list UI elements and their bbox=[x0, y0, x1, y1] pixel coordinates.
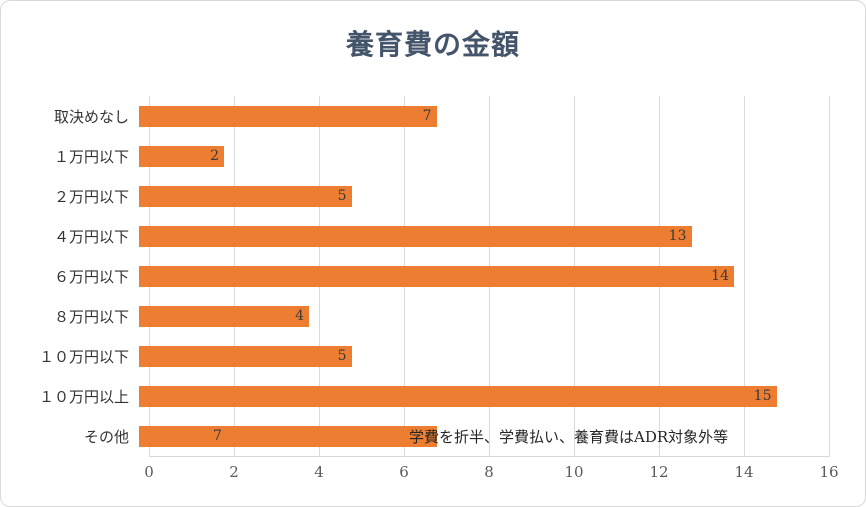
value-label: 7 bbox=[422, 107, 432, 124]
chart-row: ４万円以下 13 bbox=[1, 216, 829, 256]
bar-track: 15 bbox=[139, 385, 819, 407]
bar-track: 4 bbox=[139, 305, 819, 327]
category-label: １０万円以下 bbox=[38, 347, 129, 366]
value-label: 2 bbox=[210, 147, 219, 164]
category-label: その他 bbox=[83, 427, 129, 446]
category-label: １万円以下 bbox=[53, 147, 129, 166]
gridline bbox=[829, 96, 830, 456]
category-label: １０万円以上 bbox=[38, 387, 129, 406]
chart-row: 取決めなし 7 bbox=[1, 96, 829, 136]
category-label: ６万円以下 bbox=[53, 267, 129, 286]
bars-area: 取決めなし 7 １万円以下 2 ２万円以下 5 ４万円以下 13 ６万円以下 14 ８万円以下 4 １０… bbox=[1, 96, 829, 456]
chart-row: ６万円以下 14 bbox=[1, 256, 829, 296]
bar-track: 2 bbox=[139, 145, 819, 167]
x-axis-line bbox=[149, 456, 830, 457]
x-tick-label: 6 bbox=[399, 463, 409, 481]
bar: 7 bbox=[139, 425, 437, 447]
bar-track: 5 bbox=[139, 185, 819, 207]
value-label: 13 bbox=[668, 227, 687, 244]
chart-row: １０万円以上 15 bbox=[1, 376, 829, 416]
category-label: 取決めなし bbox=[53, 107, 129, 126]
gridline bbox=[744, 96, 745, 456]
x-tick-label: 12 bbox=[649, 463, 669, 481]
chart-row: １万円以下 2 bbox=[1, 136, 829, 176]
bar: 14 bbox=[139, 265, 734, 287]
x-tick-label: 4 bbox=[314, 463, 324, 481]
category-label: ４万円以下 bbox=[53, 227, 129, 246]
bar: 2 bbox=[139, 145, 224, 167]
chart-row: ８万円以下 4 bbox=[1, 296, 829, 336]
x-tick-label: 14 bbox=[734, 463, 754, 481]
category-label: ２万円以下 bbox=[53, 187, 129, 206]
bar-track: 14 bbox=[139, 265, 819, 287]
x-tick-label: 10 bbox=[564, 463, 584, 481]
x-tick-label: 8 bbox=[484, 463, 494, 481]
value-label: 14 bbox=[711, 267, 729, 284]
chart-row: ２万円以下 5 bbox=[1, 176, 829, 216]
annotation-label: 学費を折半、学費払い、養育費はADR対象外等 bbox=[409, 428, 729, 446]
bar: 13 bbox=[139, 225, 692, 247]
value-label: 5 bbox=[337, 347, 347, 364]
bar: 7 bbox=[139, 105, 437, 127]
bar-track: 5 bbox=[139, 345, 819, 367]
bar: 15 bbox=[139, 385, 777, 407]
x-axis-tick-labels: 0 2 4 6 8 10 12 14 16 bbox=[144, 463, 838, 483]
bar-track: 7 bbox=[139, 425, 819, 447]
chart-row: １０万円以下 5 bbox=[1, 336, 829, 376]
bar: 5 bbox=[139, 345, 352, 367]
bar: 4 bbox=[139, 305, 309, 327]
bar: 5 bbox=[139, 185, 352, 207]
value-label: 5 bbox=[337, 187, 347, 204]
chart-row: その他 7 bbox=[1, 416, 829, 456]
value-label: 15 bbox=[753, 387, 772, 404]
bar-track: 7 bbox=[139, 105, 819, 127]
x-tick-label: 0 bbox=[144, 463, 154, 481]
value-label: 7 bbox=[213, 427, 222, 444]
chart-title: 養育費の金額 bbox=[345, 28, 520, 61]
value-label: 4 bbox=[295, 307, 304, 324]
bar-track: 13 bbox=[139, 225, 819, 247]
category-label: ８万円以下 bbox=[53, 307, 129, 326]
x-tick-label: 16 bbox=[819, 463, 839, 481]
x-tick-label: 2 bbox=[229, 463, 239, 481]
